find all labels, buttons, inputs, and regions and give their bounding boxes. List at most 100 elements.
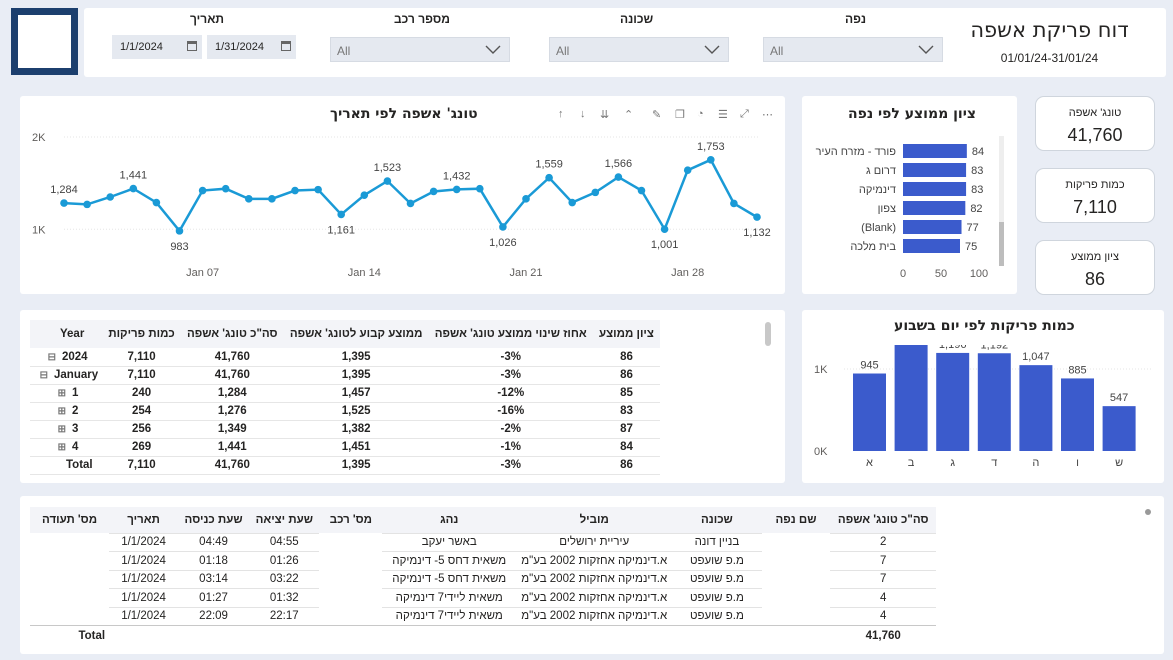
- col-unloads[interactable]: כמות פריקות: [108, 328, 175, 340]
- pin-icon[interactable]: ✎: [652, 109, 662, 121]
- col-date[interactable]: תאריך: [127, 513, 160, 526]
- col-year[interactable]: Year: [60, 328, 85, 340]
- col-avg-tonnage[interactable]: ממוצע קבוע לטונג' אשפה: [289, 328, 423, 340]
- cell: 04:49: [178, 532, 250, 552]
- row-header: ⊞ 3: [30, 420, 102, 438]
- copy-icon[interactable]: ❐: [675, 109, 685, 121]
- data-label: 1,753: [697, 141, 725, 153]
- cell: 2: [830, 532, 936, 552]
- collapse-icon[interactable]: ⊟: [39, 370, 48, 381]
- date-from-value: 1/1/2024: [120, 41, 163, 53]
- col-tonnage[interactable]: סה"כ טונג' אשפה: [837, 513, 929, 526]
- table-row: ⊞ 3 256 1,349 1,382 -2% 87: [30, 420, 660, 438]
- kpi-label: טונג' אשפה: [1068, 107, 1122, 119]
- cell: [319, 552, 382, 571]
- data-label: 1,566: [605, 158, 633, 170]
- expand-icon[interactable]: ⊞: [57, 442, 66, 453]
- chevron-down-icon: [485, 45, 501, 54]
- data-point: [268, 195, 276, 203]
- row-header: ⊞ 4: [30, 438, 102, 456]
- neighborhood-dropdown[interactable]: All: [549, 37, 729, 62]
- expand-icon[interactable]: ⊞: [57, 388, 66, 399]
- col-pct-change[interactable]: אחוז שינוי ממוצע טונג' אשפה: [434, 328, 587, 340]
- kpi-tonnage: טונג' אשפה 41,760: [1035, 96, 1155, 151]
- y-tick-label: 1K: [32, 224, 46, 236]
- calendar-icon[interactable]: [281, 41, 291, 51]
- cell: 01:32: [249, 588, 320, 607]
- table-row: 1/1/2024 04:49 04:55 באשר יעקב עיריית ירושלי…: [30, 532, 936, 552]
- data-point: [522, 195, 530, 203]
- cell-text: 86: [620, 459, 633, 471]
- cell: -3%: [429, 366, 593, 384]
- col-carrier[interactable]: מוביל: [579, 513, 609, 526]
- cell: [319, 533, 382, 552]
- date-from-input[interactable]: 1/1/2024: [112, 35, 202, 59]
- col-exit-time[interactable]: שעת יציאה: [255, 513, 313, 526]
- cell: 7,110: [102, 366, 181, 384]
- x-tick-label: ג: [950, 457, 955, 469]
- col-district[interactable]: שם נפה: [775, 514, 817, 526]
- calendar-icon[interactable]: [187, 41, 197, 51]
- focus-mode-icon[interactable]: ⤢: [740, 108, 749, 120]
- bar: [853, 373, 886, 451]
- kpi-label: כמות פריקות: [1065, 179, 1125, 191]
- data-point: [383, 177, 392, 185]
- district-bar-chart: פורד - מזרח העיר 84 דרום ג 83 דינמיקה 83 צפון 8…: [816, 136, 1004, 280]
- cell: 01:18: [178, 551, 250, 570]
- col-vehicle-no[interactable]: מס' רכב: [329, 514, 373, 526]
- data-label: 1,192: [981, 345, 1009, 351]
- cell: מ.פ שועפט: [672, 588, 762, 607]
- expand-icon[interactable]: ⊞: [57, 406, 66, 417]
- vehicle-dropdown[interactable]: All: [330, 37, 510, 62]
- chevron-down-icon: [704, 45, 720, 54]
- district-dropdown[interactable]: All: [763, 37, 943, 62]
- cell-text: 41,760: [214, 369, 250, 381]
- sort-descending-icon[interactable]: ↓: [580, 108, 586, 120]
- cell-text: 7,110: [127, 350, 156, 363]
- x-tick-label: ש: [1115, 457, 1123, 469]
- col-total-tonnage[interactable]: סה"כ טונג' אשפה: [186, 328, 278, 340]
- district-filter-label: נפה: [845, 12, 867, 26]
- data-label: 945: [860, 360, 878, 372]
- date-to-input[interactable]: 1/31/2024: [207, 35, 296, 59]
- col-entry-time[interactable]: שעת כניסה: [184, 513, 243, 526]
- cell: [319, 607, 382, 626]
- category-label: פורד - מזרח העיר: [816, 146, 897, 158]
- data-label: 1,026: [489, 237, 517, 249]
- collapse-icon[interactable]: ⊟: [47, 351, 56, 363]
- bell-icon[interactable]: ◔: [697, 108, 704, 120]
- bar: [903, 182, 967, 196]
- x-tick-label: 0: [900, 268, 906, 280]
- drill-up-icon[interactable]: ⌃: [624, 109, 634, 121]
- table-row: 1/1/2024 01:27 01:32 משאית ליידי7 דינמיקה א.…: [30, 588, 936, 607]
- col-avg-score[interactable]: ציון ממוצע: [599, 328, 654, 340]
- more-options-dot[interactable]: [1145, 509, 1151, 515]
- col-certificate-no[interactable]: מס' תעודה: [42, 514, 98, 526]
- sort-ascending-icon[interactable]: ↑: [558, 108, 564, 120]
- matrix-scrollbar[interactable]: [765, 322, 771, 346]
- cell-text: 4: [72, 441, 79, 453]
- filter-icon[interactable]: ☰: [718, 109, 728, 121]
- expand-icon[interactable]: ⊞: [57, 424, 66, 435]
- cell-text: 83: [620, 405, 633, 417]
- cell-text: -16%: [497, 405, 525, 417]
- cell-text: 1,441: [217, 441, 247, 453]
- cell: 1/1/2024: [109, 551, 179, 570]
- cell: באשר יעקב: [382, 532, 517, 552]
- col-neighborhood[interactable]: שכונה: [701, 513, 733, 526]
- total-row: Total 7,110 41,760 1,395 -3% 86: [30, 456, 660, 474]
- logo: [11, 8, 78, 75]
- cell: 01:26: [249, 551, 320, 570]
- data-label: 1,196: [939, 345, 967, 351]
- cell-text: 1,349: [217, 423, 247, 435]
- cell: 7: [830, 551, 936, 570]
- col-driver[interactable]: נהג: [440, 513, 459, 526]
- cell: משאית דחס 5- דינמיקה: [382, 551, 517, 570]
- data-label: 83: [971, 165, 983, 177]
- drill-down-icon[interactable]: ⇊: [600, 109, 610, 121]
- cell-text: 2024: [62, 350, 88, 363]
- more-options-icon[interactable]: ⋯: [762, 109, 773, 121]
- bar: [903, 163, 967, 177]
- data-point: [83, 200, 91, 209]
